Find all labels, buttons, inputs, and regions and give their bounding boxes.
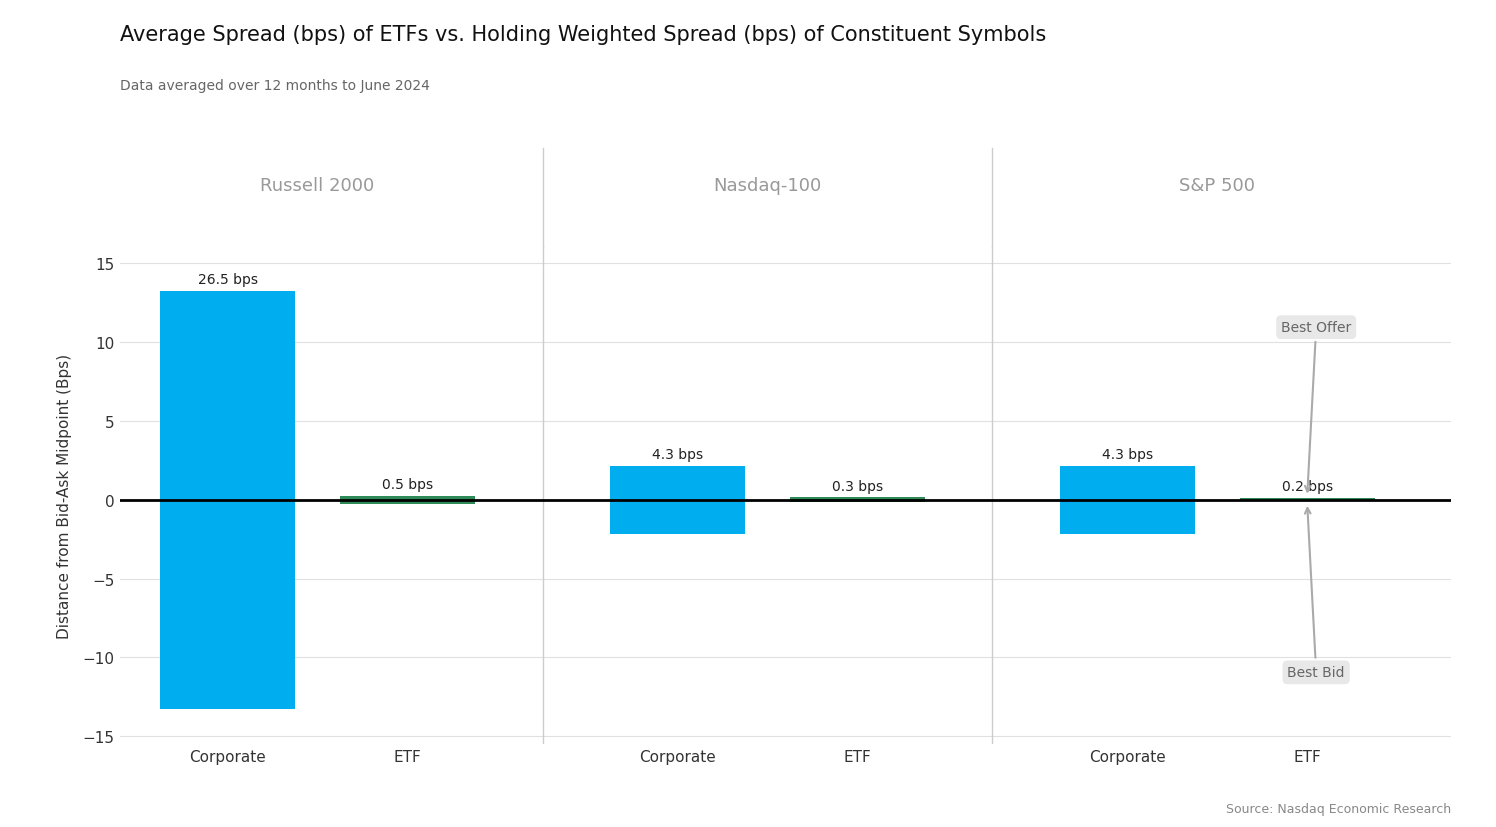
Text: Data averaged over 12 months to June 2024: Data averaged over 12 months to June 202…: [120, 79, 429, 93]
Text: Nasdaq-100: Nasdaq-100: [714, 177, 821, 195]
Bar: [610, 466, 745, 500]
Text: Average Spread (bps) of ETFs vs. Holding Weighted Spread (bps) of Constituent Sy: Average Spread (bps) of ETFs vs. Holding…: [120, 25, 1046, 45]
Bar: [1240, 500, 1375, 502]
Text: Best Offer: Best Offer: [1281, 321, 1351, 492]
Bar: [160, 291, 295, 500]
Text: 4.3 bps: 4.3 bps: [1101, 447, 1153, 461]
Text: 0.5 bps: 0.5 bps: [381, 477, 434, 491]
Text: Best Bid: Best Bid: [1288, 509, 1345, 680]
Y-axis label: Distance from Bid-Ask Midpoint (Bps): Distance from Bid-Ask Midpoint (Bps): [57, 354, 72, 638]
Bar: [340, 500, 476, 504]
Bar: [610, 500, 745, 534]
Text: 26.5 bps: 26.5 bps: [197, 273, 257, 287]
Text: S&P 500: S&P 500: [1179, 177, 1255, 195]
Text: 0.2 bps: 0.2 bps: [1282, 480, 1333, 494]
Text: 0.3 bps: 0.3 bps: [832, 479, 883, 493]
Text: 4.3 bps: 4.3 bps: [652, 447, 703, 461]
Bar: [340, 496, 476, 500]
Bar: [790, 500, 925, 503]
Bar: [160, 500, 295, 709]
Bar: [1059, 466, 1195, 500]
Text: Russell 2000: Russell 2000: [260, 177, 374, 195]
Bar: [790, 498, 925, 500]
Bar: [1059, 500, 1195, 534]
Bar: [1240, 499, 1375, 500]
Text: Source: Nasdaq Economic Research: Source: Nasdaq Economic Research: [1227, 801, 1451, 815]
